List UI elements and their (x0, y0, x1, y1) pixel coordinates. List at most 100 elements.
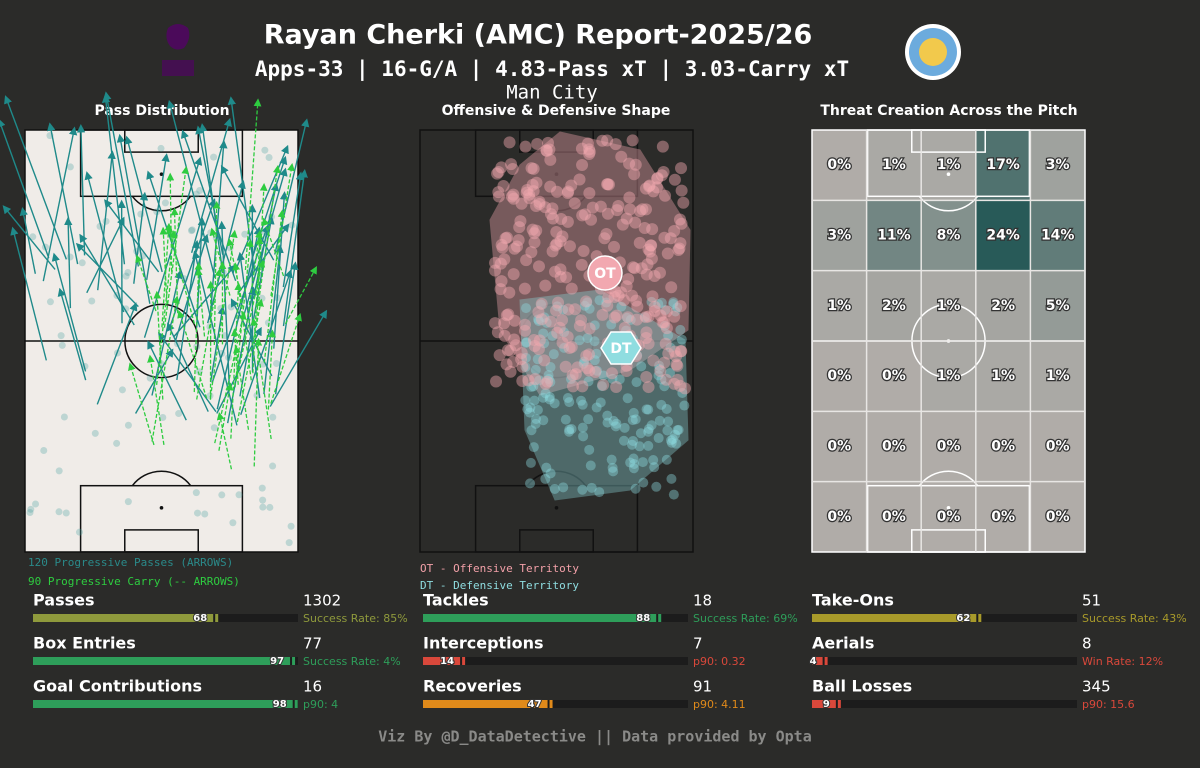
offensive-dot (519, 318, 531, 331)
offensive-dot (576, 209, 589, 222)
defensive-dot (564, 424, 575, 435)
offensive-dot (495, 238, 508, 251)
defensive-dot (630, 414, 641, 425)
carry-arrow (233, 345, 250, 430)
offensive-dot (514, 215, 527, 228)
offensive-dot (645, 252, 658, 265)
defensive-dot (540, 388, 551, 399)
offensive-dot (541, 375, 554, 388)
defensive-dot (622, 393, 633, 404)
stat-note: p90: 4 (303, 698, 338, 711)
defensive-dot (607, 373, 618, 384)
offensive-dot (512, 234, 525, 247)
offensive-dot (498, 329, 511, 342)
pitch-spot (946, 505, 951, 510)
heat-cell (921, 481, 976, 552)
offensive-dot (576, 159, 589, 172)
offensive-dot (554, 263, 567, 276)
heat-cell (975, 411, 1031, 482)
offensive-dot (644, 245, 657, 258)
touch-dot (187, 227, 195, 235)
pitch-line (911, 529, 986, 553)
offensive-dot (653, 266, 666, 279)
offensive-dot (621, 311, 634, 324)
defensive-dot (577, 422, 588, 433)
offensive-dot (608, 240, 621, 253)
offensive-dot (550, 237, 563, 250)
heat-cell (921, 130, 976, 201)
defensive-dot (582, 297, 593, 308)
offensive-dot (660, 373, 673, 386)
stat-percentile: 47 (528, 699, 542, 710)
offensive-dot (566, 380, 579, 393)
stat-cap (292, 657, 296, 665)
stat-bar (33, 657, 291, 665)
heat-label: 0% (882, 368, 906, 384)
offensive-dot (501, 344, 514, 357)
offensive-dot (608, 291, 621, 304)
offensive-dot (518, 282, 531, 295)
pass-arrow (133, 191, 149, 284)
pitch (419, 129, 694, 553)
touch-dot (57, 332, 65, 340)
offensive-dot (498, 317, 511, 330)
defensive-dot (634, 441, 645, 452)
touch-dot (62, 509, 70, 517)
offensive-dot (499, 232, 512, 245)
touch-dot (26, 509, 34, 517)
offensive-dot (568, 197, 581, 210)
touch-dot (66, 163, 74, 171)
defensive-dot (536, 299, 547, 310)
pass-arrow (263, 244, 284, 395)
defensive-dot (646, 296, 657, 307)
stat-cap (215, 614, 219, 622)
heat-label: 0% (827, 157, 851, 173)
offensive-dot (643, 180, 656, 193)
offensive-dot (569, 368, 582, 381)
defensive-dot (538, 392, 549, 403)
offensive-dot (507, 192, 520, 205)
heat-cell (812, 341, 867, 412)
defensive-dot (582, 333, 593, 344)
heat-label: 1% (937, 157, 961, 173)
offensive-dot (640, 268, 653, 281)
defensive-dot (611, 418, 622, 429)
defensive-dot (520, 361, 531, 372)
pitch-line (519, 303, 594, 379)
offensive-dot (523, 188, 536, 201)
offensive-dot (545, 208, 558, 221)
offensive-dot (491, 167, 504, 180)
heat-cell (812, 481, 867, 552)
offensive-dot (615, 150, 628, 163)
carry-arrow (252, 236, 264, 374)
defensive-dot (628, 463, 639, 474)
defensive-dot (654, 363, 665, 374)
offensive-dot (566, 369, 579, 382)
offensive-dot (560, 271, 573, 284)
defensive-dot (618, 435, 629, 446)
heat-cell (866, 200, 922, 271)
heat-label: 24% (986, 228, 1020, 244)
touch-dot (118, 386, 126, 394)
offensive-dot (617, 294, 630, 307)
offensive-dot (492, 165, 505, 178)
offensive-dot (502, 308, 515, 321)
offensive-dot (645, 239, 658, 252)
pass-arrow (226, 286, 257, 424)
defensive-dot (540, 473, 551, 484)
defensive-hull (519, 289, 689, 501)
defensive-dot (616, 301, 627, 312)
offensive-dot (489, 317, 502, 330)
heat-cell (1030, 130, 1085, 201)
offensive-dot (500, 358, 513, 371)
defensive-dot (596, 381, 607, 392)
offensive-dot (563, 341, 576, 354)
offensive-dot (616, 218, 629, 231)
carry-arrow (270, 162, 295, 296)
carry-arrow (153, 290, 164, 400)
offensive-dot (493, 349, 506, 362)
defensive-dot (531, 413, 542, 424)
defensive-dot (528, 442, 539, 453)
offensive-dot (677, 196, 690, 209)
offensive-dot (638, 222, 651, 235)
